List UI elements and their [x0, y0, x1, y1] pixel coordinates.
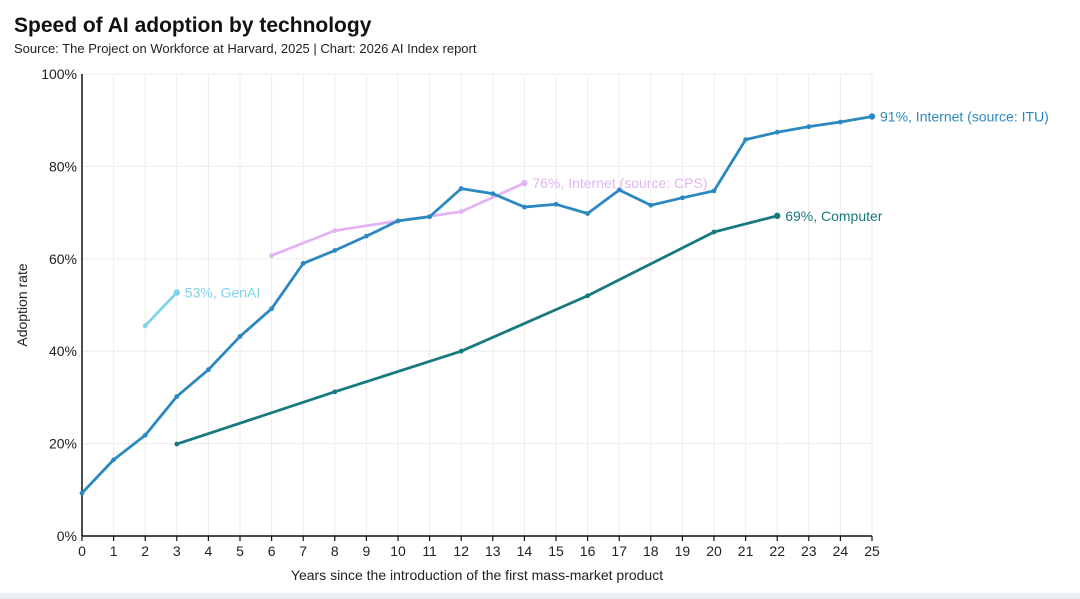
point-internet-cps-12: [458, 209, 464, 215]
end-label-genai: 53%, GenAI: [185, 285, 260, 301]
point-genai-3: [173, 289, 180, 296]
y-tick-labels: 0% 20% 40% 60% 80% 100%: [41, 66, 77, 544]
point-internet-itu-6: [269, 306, 274, 312]
point-internet-itu-18: [648, 202, 654, 208]
point-internet-itu-21: [743, 137, 748, 143]
point-internet-itu-5: [237, 334, 243, 339]
x-tick-label-25: 25: [864, 543, 880, 559]
point-internet-itu-10: [395, 218, 401, 224]
series-line-genai: [143, 291, 179, 328]
point-computer-22: [774, 212, 781, 220]
point-internet-cps-8: [332, 228, 338, 234]
x-tick-labels: 0 1 2 3 4 5 6 7 8 9 10 11 12 13 14 15 16 17 18 19 20 21 22 23 24…: [78, 536, 880, 559]
point-internet-itu-23: [806, 124, 812, 130]
point-internet-itu-8: [332, 248, 338, 253]
x-tick-label-8: 8: [331, 543, 339, 559]
series-internet-itu: 91%, Internet (source: ITU): [79, 109, 1049, 496]
point-computer-20: [711, 229, 717, 235]
point-internet-itu-11: [427, 214, 432, 220]
axes: [81, 74, 872, 537]
x-tick-label-1: 1: [110, 543, 118, 559]
x-tick-label-16: 16: [580, 543, 596, 559]
point-internet-itu-4: [206, 367, 211, 373]
y-tick-label-80: 80%: [49, 158, 77, 174]
x-tick-label-20: 20: [706, 543, 722, 559]
point-genai-2: [142, 323, 148, 329]
point-internet-itu-12: [458, 186, 464, 191]
x-tick-label-10: 10: [390, 543, 406, 559]
y-tick-label-40: 40%: [49, 343, 77, 359]
point-internet-itu-16: [585, 211, 590, 216]
point-internet-itu-19: [680, 195, 685, 201]
x-tick-label-14: 14: [517, 543, 533, 559]
point-computer-3: [174, 441, 180, 447]
x-tick-label-23: 23: [801, 543, 817, 559]
x-tick-label-24: 24: [833, 543, 849, 559]
bottom-strip: [0, 593, 1080, 599]
point-internet-itu-20: [711, 188, 717, 194]
grid-lines: [81, 73, 873, 537]
y-tick-label-60: 60%: [49, 251, 77, 267]
end-label-computer: 69%, Computer: [785, 208, 883, 224]
x-axis-label: Years since the introduction of the firs…: [291, 567, 663, 583]
point-computer-16: [585, 293, 590, 299]
x-tick-label-22: 22: [769, 543, 785, 559]
x-tick-label-11: 11: [422, 543, 437, 559]
y-tick-label-20: 20%: [49, 436, 77, 452]
y-tick-label-0: 0%: [57, 528, 77, 544]
point-internet-itu-0: [79, 490, 85, 496]
x-tick-label-18: 18: [643, 543, 659, 559]
point-internet-itu-2: [142, 432, 148, 438]
x-tick-label-4: 4: [205, 543, 213, 559]
x-tick-label-15: 15: [548, 543, 564, 559]
x-tick-label-13: 13: [485, 543, 501, 559]
point-internet-itu-3: [174, 394, 180, 399]
y-axis-label: Adoption rate: [14, 263, 30, 346]
point-internet-itu-7: [300, 261, 306, 266]
series-line-internet-itu: [80, 115, 874, 495]
x-tick-label-5: 5: [236, 543, 244, 559]
x-tick-label-7: 7: [299, 543, 307, 559]
chart-title: Speed of AI adoption by technology: [14, 14, 372, 37]
point-internet-itu-17: [616, 187, 622, 193]
x-tick-label-21: 21: [738, 543, 754, 559]
point-internet-itu-13: [490, 191, 496, 197]
chart-subtitle: Source: The Project on Workforce at Harv…: [14, 41, 477, 56]
x-tick-label-12: 12: [453, 543, 469, 559]
point-internet-itu-15: [553, 201, 559, 207]
series-computer: 69%, Computer: [174, 208, 883, 447]
series-layer: 53%, GenAI 76%, Internet (source: CPS) 91%…: [79, 109, 1049, 496]
point-internet-itu-14: [522, 204, 527, 210]
x-tick-label-9: 9: [363, 543, 371, 559]
series-genai: 53%, GenAI: [142, 285, 260, 329]
end-label-internet-itu: 91%, Internet (source: ITU): [880, 109, 1049, 125]
point-internet-cps-14: [521, 179, 528, 187]
point-internet-itu-1: [111, 457, 116, 463]
point-internet-cps-6: [269, 253, 274, 258]
series-line-computer: [175, 214, 779, 446]
x-tick-label-3: 3: [173, 543, 181, 559]
point-internet-itu-25: [868, 113, 876, 120]
x-tick-label-17: 17: [611, 543, 627, 559]
point-internet-itu-22: [774, 129, 780, 135]
point-internet-itu-24: [838, 119, 843, 125]
x-tick-label-19: 19: [675, 543, 691, 559]
x-tick-label-2: 2: [141, 543, 149, 559]
end-label-internet-cps: 76%, Internet (source: CPS): [532, 175, 707, 191]
point-internet-itu-9: [364, 233, 369, 239]
y-tick-label-100: 100%: [41, 66, 77, 82]
x-tick-label-0: 0: [78, 543, 86, 559]
x-tick-label-6: 6: [268, 543, 276, 559]
point-computer-12: [458, 348, 464, 354]
point-computer-8: [332, 389, 338, 395]
